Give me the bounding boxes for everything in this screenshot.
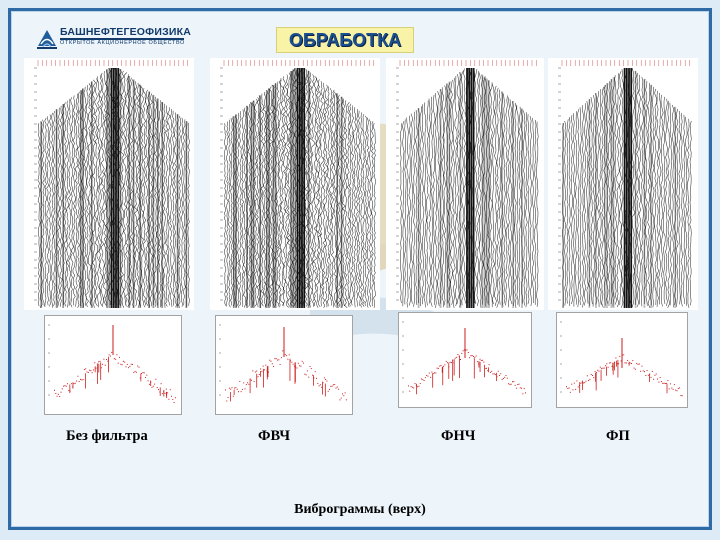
seismogram-no-filter	[24, 58, 194, 310]
company-logo: БАШНЕФТЕГЕОФИЗИКА ОТКРЫТОЕ АКЦИОНЕРНОЕ О…	[36, 24, 191, 54]
slide-caption: Виброграммы (верх)	[294, 502, 426, 517]
company-logo-icon	[37, 30, 57, 49]
seismogram-lpf	[386, 58, 544, 310]
spectrum-hpf	[215, 315, 353, 415]
panel-label-no-filter: Без фильтра	[66, 428, 148, 444]
slide-title: ОБРАБОТКА	[276, 27, 414, 53]
panel-label-lpf: ФНЧ	[441, 428, 476, 444]
company-name: БАШНЕФТЕГЕОФИЗИКА	[60, 26, 191, 38]
spectrum-bpf	[556, 312, 688, 408]
logo-divider	[60, 38, 184, 40]
spectrum-lpf	[398, 312, 532, 408]
panel-label-bpf: ФП	[606, 428, 630, 444]
company-subtitle: ОТКРЫТОЕ АКЦИОНЕРНОЕ ОБЩЕСТВО	[60, 40, 185, 46]
panel-label-hpf: ФВЧ	[258, 428, 291, 444]
spectrum-no-filter	[44, 315, 182, 415]
seismogram-hpf	[210, 58, 380, 310]
seismogram-bpf	[548, 58, 698, 310]
